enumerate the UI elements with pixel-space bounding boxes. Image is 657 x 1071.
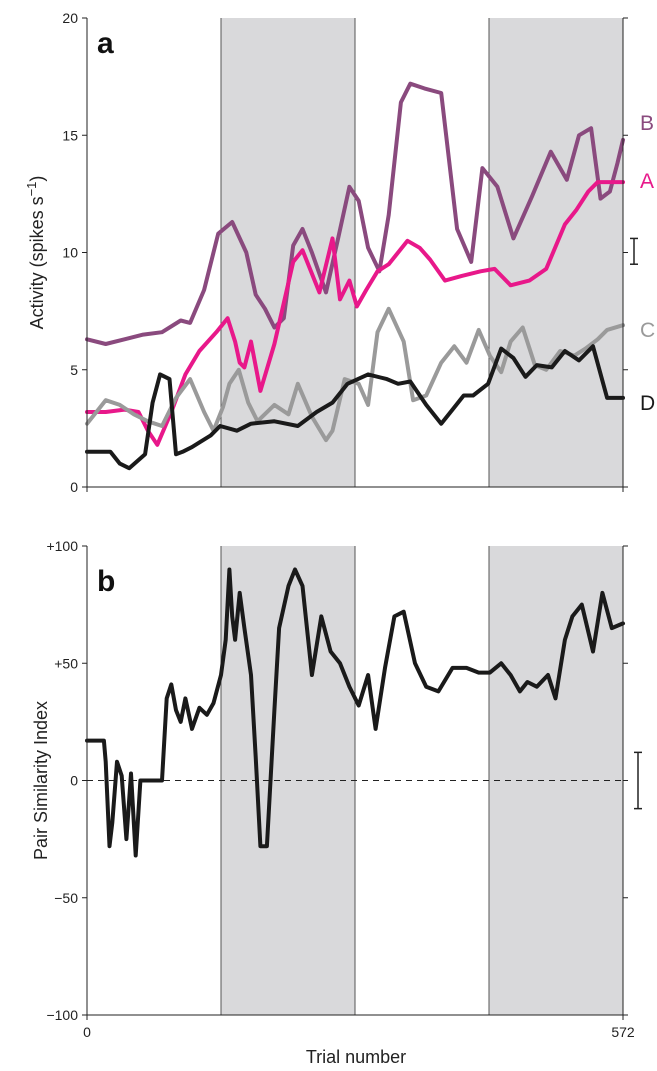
y-axis-title-superscript: −1: [24, 182, 39, 197]
panel-letter: a: [97, 27, 114, 60]
series-line-B: [85, 81, 625, 346]
series-line-A: [85, 180, 625, 447]
y-axis-title-close: ): [27, 176, 47, 182]
y-tick-label: 15: [62, 127, 78, 143]
y-tick-label: 0: [70, 773, 78, 789]
panel-b: −100 −50 0 +50 +100 b Pair Similarity Index: [31, 538, 642, 1023]
y-tick-label: 5: [70, 362, 78, 378]
series-label-D: D: [640, 392, 655, 415]
y-tick-label: 20: [62, 10, 78, 26]
trial-block-4: [489, 18, 623, 487]
y-tick-label: −100: [46, 1007, 78, 1023]
y-tick-label: 10: [62, 245, 78, 261]
x-axis-title: Trial number: [306, 1047, 406, 1067]
trial-block-4: [489, 546, 623, 1015]
series-label-B: B: [640, 112, 654, 135]
y-axis-title: Pair Similarity Index: [31, 701, 51, 860]
y-tick-label: +50: [54, 655, 78, 671]
series-line-D: [85, 344, 625, 471]
panel-letter: b: [97, 565, 115, 598]
y-tick-label: 0: [70, 479, 78, 495]
x-tick-label-end: 572: [611, 1024, 635, 1040]
series-label-A: A: [640, 170, 654, 193]
y-tick-label: −50: [54, 890, 78, 906]
y-tick-label: +100: [46, 538, 78, 554]
y-axis-title: Activity (spikes s−1): [24, 176, 47, 330]
panel-a: B A C D 0 5 10 15 20 a Activity (spikes s−1): [24, 10, 655, 495]
series-line-psi: [85, 567, 625, 858]
x-tick-label-start: 0: [83, 1024, 91, 1040]
trial-block-1: [87, 18, 221, 487]
series-label-C: C: [640, 319, 655, 342]
